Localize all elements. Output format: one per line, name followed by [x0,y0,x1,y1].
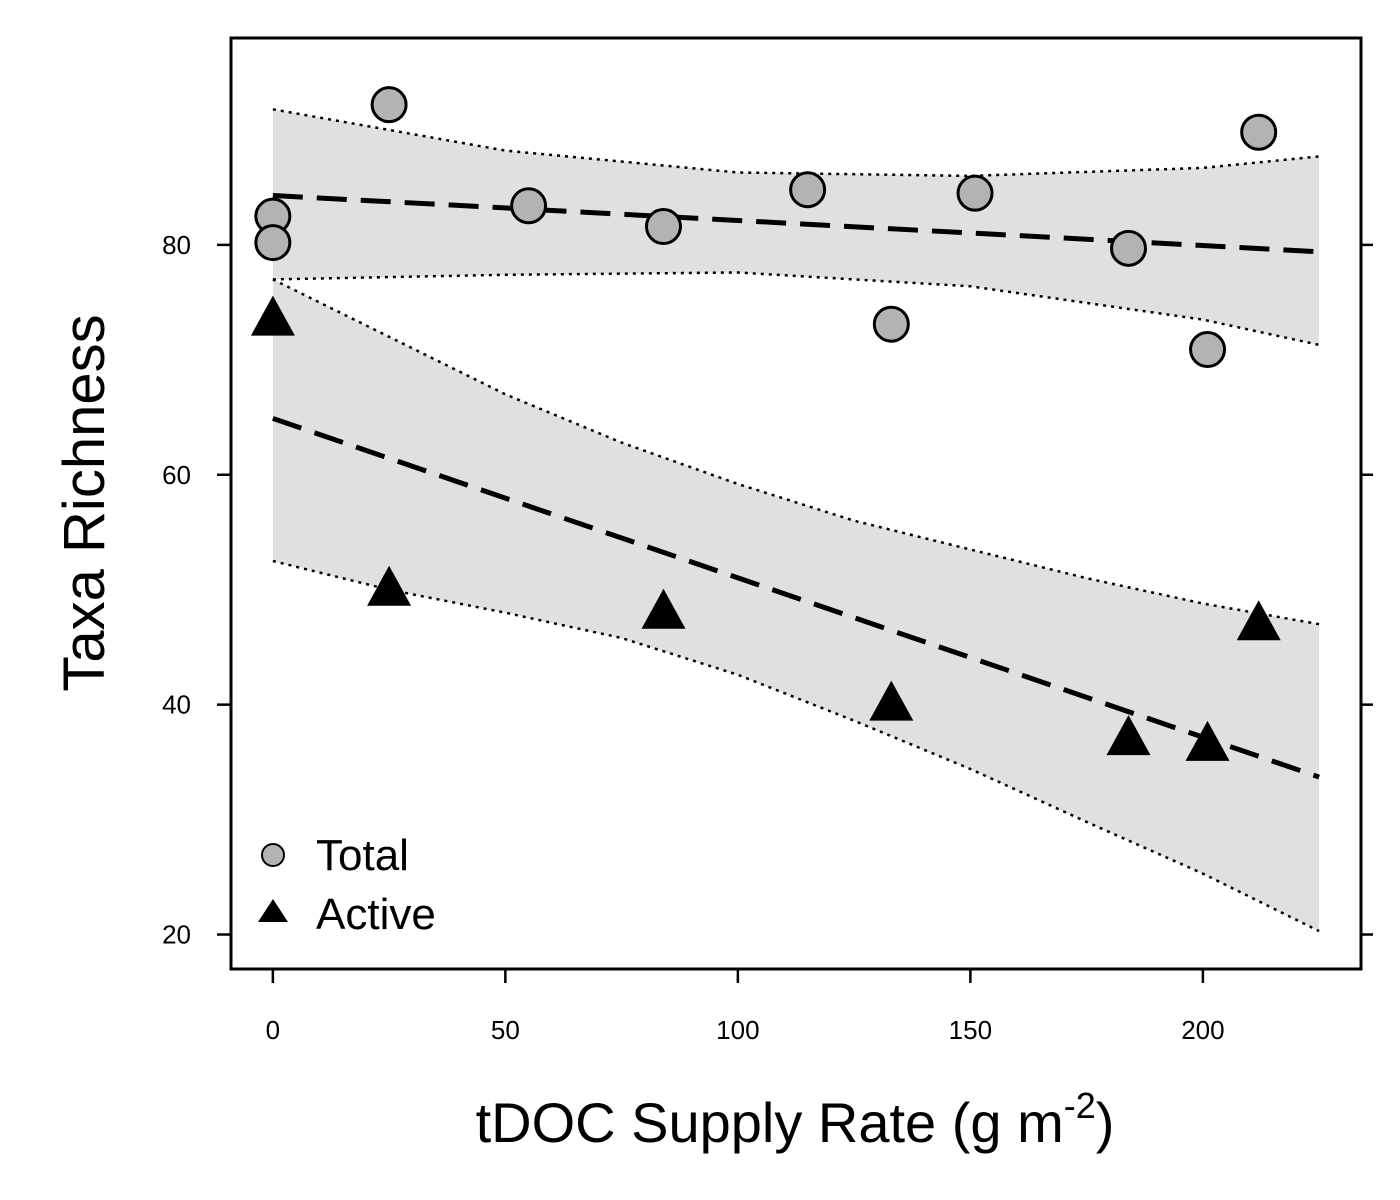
point-active [250,295,295,336]
confidence-lines [272,108,1320,933]
x-tick-label: 150 [949,1015,992,1045]
x-tick-label: 200 [1181,1015,1224,1045]
ci-lower-line-total [272,271,1320,347]
fit-line-active [272,416,1320,780]
legend-label-total: Total [316,831,409,880]
point-active [1185,720,1230,761]
point-total [254,224,292,262]
x-axis-title-close: ) [1096,1091,1115,1154]
y-tick-label: 80 [162,230,191,260]
point-total [644,207,682,245]
ci-upper-line-active [272,278,1320,626]
point-total [1240,113,1278,151]
point-total [872,305,910,343]
point-active [869,680,914,721]
point-active [1236,600,1281,641]
x-axis-title-main: tDOC Supply Rate (g m [476,1091,1064,1154]
point-active [367,565,412,606]
x-axis-title: tDOC Supply Rate (g m-2) [476,1085,1115,1154]
legend-label-active: Active [316,890,436,939]
ci-upper-line-total [272,108,1320,178]
x-tick-label: 100 [716,1015,759,1045]
data-points [250,86,1281,761]
legend: Total Active [258,831,436,939]
point-total [789,171,827,209]
confidence-band-active [272,279,1320,932]
point-active [1106,715,1151,756]
axis-ticks: 0 50 100 150 200 20 40 60 80 [162,230,1373,1045]
point-total [1109,229,1147,267]
ci-lower-line-active [272,559,1320,933]
legend-marker-active [258,899,288,922]
point-total [510,187,548,225]
point-active [641,588,686,629]
point-total [1189,330,1227,368]
x-tick-label: 50 [491,1015,520,1045]
point-total [956,174,994,212]
y-tick-label: 60 [162,460,191,490]
legend-marker-total [261,843,285,867]
y-tick-label: 20 [162,920,191,950]
confidence-bands [272,109,1320,932]
fit-lines [272,192,1320,780]
y-tick-label: 40 [162,690,191,720]
confidence-band-total [272,109,1320,345]
plot-frame [229,36,1363,971]
x-tick-label: 0 [266,1015,280,1045]
y-axis-title: Taxa Richness [52,314,117,691]
point-total [370,86,408,124]
x-axis-title-superscript: -2 [1064,1085,1096,1126]
